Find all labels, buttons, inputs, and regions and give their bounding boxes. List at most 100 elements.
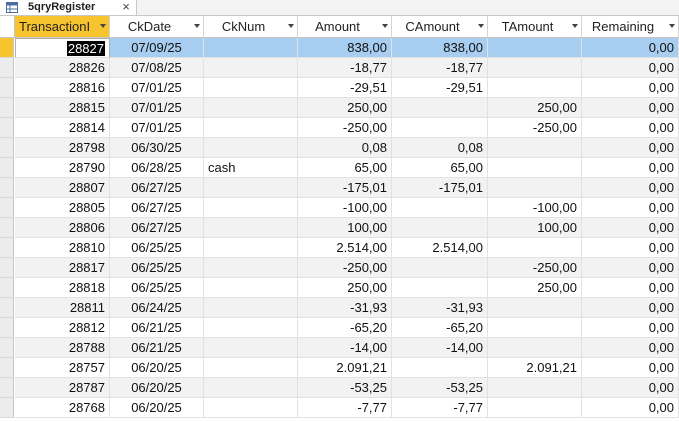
table-row[interactable]: 28827 07/09/25 838,00 838,00 0,00 bbox=[0, 38, 679, 58]
cell-remaining[interactable]: 0,00 bbox=[582, 138, 679, 158]
cell-remaining[interactable]: 0,00 bbox=[582, 218, 679, 238]
record-selector[interactable] bbox=[0, 398, 14, 418]
cell-camount[interactable]: 65,00 bbox=[392, 158, 488, 178]
cell-amount[interactable]: 250,00 bbox=[298, 98, 392, 118]
cell-tamount[interactable] bbox=[488, 318, 582, 338]
tab-5qryregister[interactable]: 5qryRegister × bbox=[0, 0, 137, 15]
cell-ckdate[interactable]: 06/24/25 bbox=[110, 298, 204, 318]
cell-amount[interactable]: -65,20 bbox=[298, 318, 392, 338]
cell-camount[interactable] bbox=[392, 218, 488, 238]
table-row[interactable]: 28806 06/27/25 100,00 100,00 0,00 bbox=[0, 218, 679, 238]
cell-amount[interactable]: -18,77 bbox=[298, 58, 392, 78]
cell-tamount[interactable] bbox=[488, 378, 582, 398]
cell-transactionid[interactable]: 28810 bbox=[15, 238, 110, 258]
cell-tamount[interactable] bbox=[488, 238, 582, 258]
cell-amount[interactable]: -53,25 bbox=[298, 378, 392, 398]
cell-remaining[interactable]: 0,00 bbox=[582, 78, 679, 98]
cell-tamount[interactable] bbox=[488, 138, 582, 158]
cell-remaining[interactable]: 0,00 bbox=[582, 278, 679, 298]
table-row[interactable]: 28810 06/25/25 2.514,00 2.514,00 0,00 bbox=[0, 238, 679, 258]
cell-amount[interactable]: 838,00 bbox=[298, 38, 392, 58]
cell-ckdate[interactable]: 06/20/25 bbox=[110, 378, 204, 398]
cell-camount[interactable] bbox=[392, 358, 488, 378]
cell-camount[interactable] bbox=[392, 118, 488, 138]
cell-remaining[interactable]: 0,00 bbox=[582, 118, 679, 138]
cell-remaining[interactable]: 0,00 bbox=[582, 398, 679, 418]
cell-cknum[interactable] bbox=[204, 138, 298, 158]
table-row[interactable]: 28790 06/28/25 cash 65,00 65,00 0,00 bbox=[0, 158, 679, 178]
cell-transactionid[interactable]: 28787 bbox=[15, 378, 110, 398]
record-selector[interactable] bbox=[0, 198, 14, 218]
cell-amount[interactable]: 100,00 bbox=[298, 218, 392, 238]
cell-amount[interactable]: -31,93 bbox=[298, 298, 392, 318]
column-header-remaining[interactable]: Remaining bbox=[582, 16, 679, 37]
cell-transactionid[interactable]: 28805 bbox=[15, 198, 110, 218]
filter-dropdown-icon[interactable] bbox=[382, 24, 388, 28]
record-selector[interactable] bbox=[0, 98, 14, 118]
cell-ckdate[interactable]: 06/21/25 bbox=[110, 318, 204, 338]
record-selector[interactable] bbox=[0, 218, 14, 238]
cell-transactionid[interactable]: 28807 bbox=[15, 178, 110, 198]
table-row[interactable]: 28768 06/20/25 -7,77 -7,77 0,00 bbox=[0, 398, 679, 418]
cell-ckdate[interactable]: 06/30/25 bbox=[110, 138, 204, 158]
cell-camount[interactable]: -65,20 bbox=[392, 318, 488, 338]
cell-transactionid[interactable]: 28816 bbox=[15, 78, 110, 98]
cell-tamount[interactable]: 2.091,21 bbox=[488, 358, 582, 378]
cell-amount[interactable]: -100,00 bbox=[298, 198, 392, 218]
cell-remaining[interactable]: 0,00 bbox=[582, 238, 679, 258]
record-selector[interactable] bbox=[0, 238, 14, 258]
cell-remaining[interactable]: 0,00 bbox=[582, 98, 679, 118]
table-row[interactable]: 28814 07/01/25 -250,00 -250,00 0,00 bbox=[0, 118, 679, 138]
cell-cknum[interactable] bbox=[204, 298, 298, 318]
cell-transactionid[interactable]: 28788 bbox=[15, 338, 110, 358]
cell-amount[interactable]: 65,00 bbox=[298, 158, 392, 178]
table-row[interactable]: 28816 07/01/25 -29,51 -29,51 0,00 bbox=[0, 78, 679, 98]
cell-remaining[interactable]: 0,00 bbox=[582, 58, 679, 78]
cell-amount[interactable]: -250,00 bbox=[298, 118, 392, 138]
record-selector[interactable] bbox=[0, 378, 14, 398]
column-header-amount[interactable]: Amount bbox=[298, 16, 392, 37]
cell-cknum[interactable] bbox=[204, 318, 298, 338]
cell-transactionid[interactable]: 28768 bbox=[15, 398, 110, 418]
table-row[interactable]: 28811 06/24/25 -31,93 -31,93 0,00 bbox=[0, 298, 679, 318]
cell-ckdate[interactable]: 06/25/25 bbox=[110, 278, 204, 298]
cell-tamount[interactable] bbox=[488, 158, 582, 178]
column-header-tamount[interactable]: TAmount bbox=[488, 16, 582, 37]
cell-cknum[interactable] bbox=[204, 198, 298, 218]
table-row[interactable]: 28807 06/27/25 -175,01 -175,01 0,00 bbox=[0, 178, 679, 198]
cell-tamount[interactable]: -250,00 bbox=[488, 118, 582, 138]
cell-transactionid[interactable]: 28817 bbox=[15, 258, 110, 278]
cell-ckdate[interactable]: 06/27/25 bbox=[110, 198, 204, 218]
cell-cknum[interactable] bbox=[204, 178, 298, 198]
cell-remaining[interactable]: 0,00 bbox=[582, 158, 679, 178]
record-selector[interactable] bbox=[0, 158, 14, 178]
cell-tamount[interactable]: 100,00 bbox=[488, 218, 582, 238]
cell-ckdate[interactable]: 06/21/25 bbox=[110, 338, 204, 358]
table-row[interactable]: 28815 07/01/25 250,00 250,00 0,00 bbox=[0, 98, 679, 118]
table-row[interactable]: 28826 07/08/25 -18,77 -18,77 0,00 bbox=[0, 58, 679, 78]
cell-amount[interactable]: 2.514,00 bbox=[298, 238, 392, 258]
cell-ckdate[interactable]: 06/27/25 bbox=[110, 178, 204, 198]
cell-tamount[interactable] bbox=[488, 398, 582, 418]
cell-cknum[interactable] bbox=[204, 38, 298, 58]
table-row[interactable]: 28787 06/20/25 -53,25 -53,25 0,00 bbox=[0, 378, 679, 398]
cell-amount[interactable]: 2.091,21 bbox=[298, 358, 392, 378]
cell-remaining[interactable]: 0,00 bbox=[582, 178, 679, 198]
cell-transactionid[interactable]: 28806 bbox=[15, 218, 110, 238]
cell-remaining[interactable]: 0,00 bbox=[582, 198, 679, 218]
column-header-ckdate[interactable]: CkDate bbox=[110, 16, 204, 37]
record-selector[interactable] bbox=[0, 78, 14, 98]
table-row[interactable]: 28812 06/21/25 -65,20 -65,20 0,00 bbox=[0, 318, 679, 338]
cell-camount[interactable]: 838,00 bbox=[392, 38, 488, 58]
cell-cknum[interactable] bbox=[204, 258, 298, 278]
cell-remaining[interactable]: 0,00 bbox=[582, 318, 679, 338]
record-selector[interactable] bbox=[0, 38, 14, 58]
cell-cknum[interactable] bbox=[204, 378, 298, 398]
record-selector[interactable] bbox=[0, 338, 14, 358]
cell-cknum[interactable] bbox=[204, 278, 298, 298]
cell-amount[interactable]: 0,08 bbox=[298, 138, 392, 158]
cell-remaining[interactable]: 0,00 bbox=[582, 378, 679, 398]
cell-ckdate[interactable]: 06/20/25 bbox=[110, 398, 204, 418]
cell-tamount[interactable]: -100,00 bbox=[488, 198, 582, 218]
cell-transactionid[interactable]: 28818 bbox=[15, 278, 110, 298]
